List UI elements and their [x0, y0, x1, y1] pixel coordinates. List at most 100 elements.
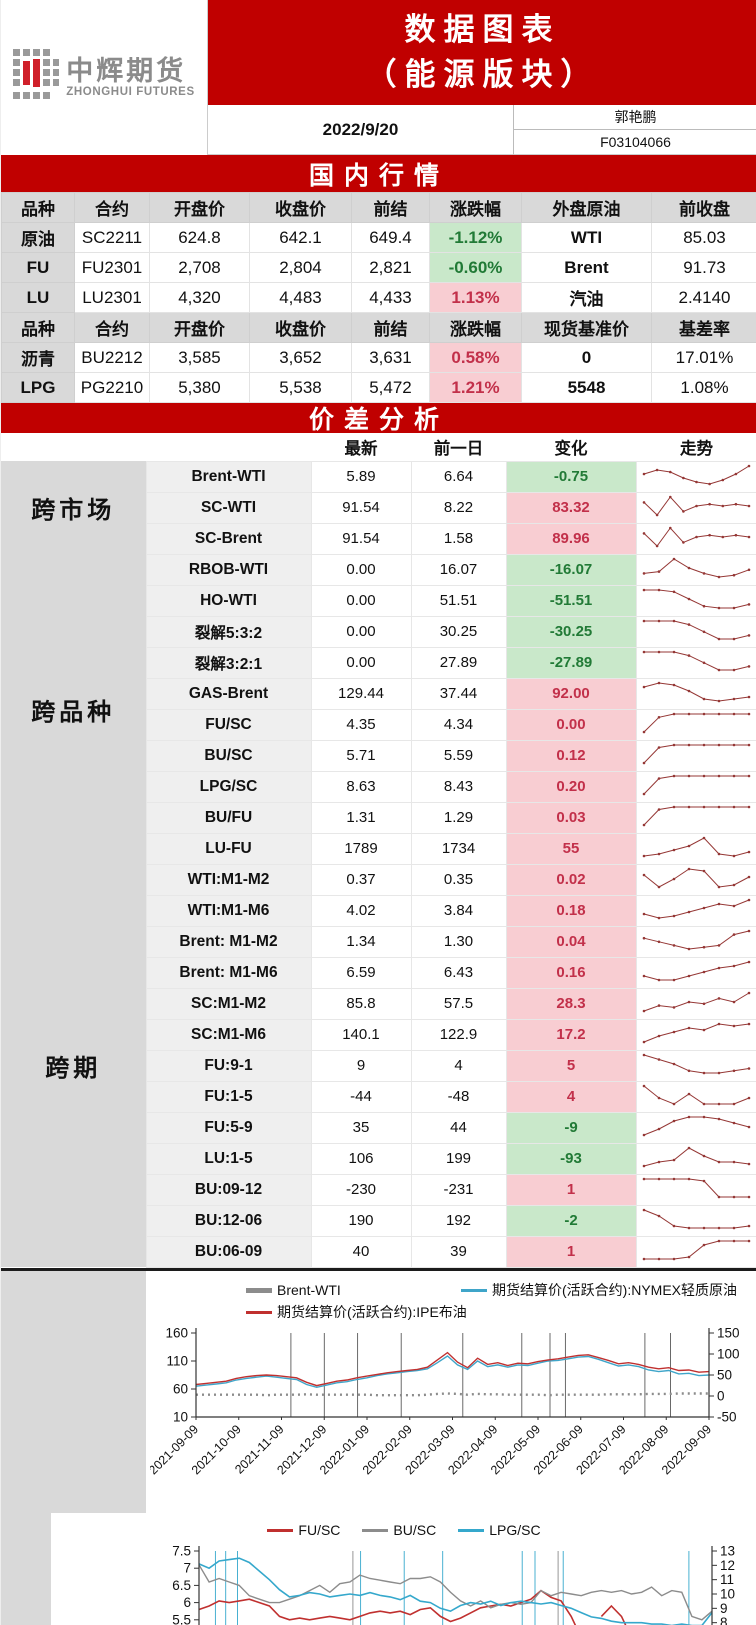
latest-cell: 4.02	[310, 894, 412, 927]
sparkline-cell	[635, 770, 756, 803]
change-cell: 28.3	[505, 987, 637, 1020]
sparkline-cell	[635, 925, 756, 958]
legend-label: LPG/SC	[489, 1521, 541, 1538]
legend-label: Brent-WTI	[277, 1281, 341, 1298]
sparkline	[642, 650, 751, 671]
sparkline	[642, 898, 751, 919]
svg-text:10: 10	[720, 1586, 735, 1601]
change-cell: -16.07	[505, 553, 637, 586]
svg-text:50: 50	[717, 1367, 732, 1382]
spread-row: LPG/SC 8.63 8.43 0.20	[1, 770, 756, 803]
previous-cell: 192	[410, 1204, 507, 1237]
table-row: LPG PG2210 5,380 5,538 5,472 1.21% 5548 1.08%	[1, 372, 756, 403]
legend-label: BU/SC	[393, 1521, 437, 1538]
previous-cell: 0.35	[410, 863, 507, 896]
column-header: 走势	[636, 433, 756, 462]
spread-header-row: 最新 前一日 变化 走势	[1, 433, 756, 462]
change-pct-cell: -0.60%	[429, 252, 522, 283]
previous-cell: 30.25	[410, 615, 507, 648]
latest-cell: 91.54	[310, 491, 412, 524]
change-cell: -27.89	[505, 646, 637, 679]
sparkline-cell	[635, 677, 756, 710]
change-cell: 83.32	[505, 491, 637, 524]
column-header: 品种	[1, 192, 75, 223]
change-cell: 89.96	[505, 522, 637, 555]
contract-cell: PG2210	[74, 372, 150, 403]
previous-cell: 4	[410, 1049, 507, 1082]
sparkline-cell	[635, 460, 756, 493]
spread-row: Brent: M1-M2 1.34 1.30 0.04	[1, 925, 756, 958]
legend-label: 期货结算价(活跃合约):NYMEX轻质原油	[492, 1281, 737, 1298]
change-cell: 0.16	[505, 956, 637, 989]
latest-cell: 91.54	[310, 522, 412, 555]
latest-cell: -230	[310, 1173, 412, 1206]
spread-row: GAS-Brent 129.44 37.44 92.00	[1, 677, 756, 710]
external-name-cell: 汽油	[521, 282, 652, 313]
spread-row: FU/SC 4.35 4.34 0.00	[1, 708, 756, 741]
spread-name-cell: LU:1-5	[145, 1142, 312, 1175]
spread-row: FU:9-1 9 4 5	[1, 1049, 756, 1082]
change-cell: 0.12	[505, 739, 637, 772]
sparkline-cell	[635, 739, 756, 772]
change-pct-cell: 0.58%	[429, 342, 522, 373]
latest-cell: 190	[310, 1204, 412, 1237]
spread-row: 裂解5:3:2 0.00 30.25 -30.25	[1, 615, 756, 648]
spread-row: SC-WTI 91.54 8.22 83.32	[1, 491, 756, 524]
prev-settle-cell: 4,433	[351, 282, 430, 313]
previous-cell: 39	[410, 1235, 507, 1268]
spread-name-cell: BU:06-09	[145, 1235, 312, 1268]
section-banner-spread: 价差分析	[1, 403, 756, 434]
prev-settle-cell: 649.4	[351, 222, 430, 253]
change-cell: 0.20	[505, 770, 637, 803]
spread-name-cell: SC:M1-M6	[145, 1018, 312, 1051]
previous-cell: 37.44	[410, 677, 507, 710]
spread-name-cell: WTI:M1-M2	[145, 863, 312, 896]
spread-name-cell: GAS-Brent	[145, 677, 312, 710]
change-pct-cell: 1.21%	[429, 372, 522, 403]
sparkline-cell	[635, 801, 756, 834]
logo-text-cn: 中辉期货	[66, 56, 187, 87]
sparkline	[642, 991, 751, 1012]
close-cell: 2,804	[249, 252, 352, 283]
external-name-cell: 0	[521, 342, 652, 373]
change-pct-cell: 1.13%	[429, 282, 522, 313]
svg-text:8: 8	[720, 1615, 728, 1625]
change-cell: -30.25	[505, 615, 637, 648]
group-label: 跨期	[1, 864, 146, 1268]
table-row: 原油 SC2211 624.8 642.1 649.4 -1.12% WTI 85.03	[1, 222, 756, 253]
spread-row: BU/SC 5.71 5.59 0.12	[1, 739, 756, 772]
spread-row: LU:1-5 106 199 -93	[1, 1142, 756, 1175]
latest-cell: 6.59	[310, 956, 412, 989]
latest-cell: 35	[310, 1111, 412, 1144]
spread-name-cell: FU/SC	[145, 708, 312, 741]
sparkline-cell	[635, 1111, 756, 1144]
spread-name-cell: SC-WTI	[145, 491, 312, 524]
sparkline-cell	[635, 1204, 756, 1237]
external-name-cell: Brent	[521, 252, 652, 283]
table-header-row: 品种 合约 开盘价 收盘价 前结 涨跌幅 现货基准价 基差率	[1, 312, 756, 343]
sparkline	[642, 1084, 751, 1105]
variety-cell: 沥青	[1, 342, 75, 373]
latest-cell: 0.37	[310, 863, 412, 896]
sparkline	[642, 1239, 751, 1260]
legend-swatch	[362, 1529, 389, 1533]
svg-text:160: 160	[165, 1325, 188, 1340]
sparkline-cell	[635, 491, 756, 524]
change-cell: 0.04	[505, 925, 637, 958]
table-row: 沥青 BU2212 3,585 3,652 3,631 0.58% 0 17.01%	[1, 342, 756, 373]
spread-analysis-table: 最新 前一日 变化 走势 跨市场 Brent-WTI 5.89 6.64 -0.75 SC-WTI…	[1, 433, 756, 1268]
previous-cell: 8.22	[410, 491, 507, 524]
column-header: 开盘价	[149, 312, 250, 343]
ratio-chart-legend: FU/SC BU/SC LPG/SC	[51, 1519, 756, 1541]
sparkline	[642, 1146, 751, 1167]
previous-cell: 5.59	[410, 739, 507, 772]
svg-text:12: 12	[720, 1557, 735, 1572]
spread-row: BU/FU 1.31 1.29 0.03	[1, 801, 756, 834]
change-cell: -9	[505, 1111, 637, 1144]
change-pct-cell: -1.12%	[429, 222, 522, 253]
change-cell: -0.75	[505, 460, 637, 493]
previous-cell: 199	[410, 1142, 507, 1175]
spread-name-cell: BU:12-06	[145, 1204, 312, 1237]
column-header: 涨跌幅	[429, 312, 522, 343]
